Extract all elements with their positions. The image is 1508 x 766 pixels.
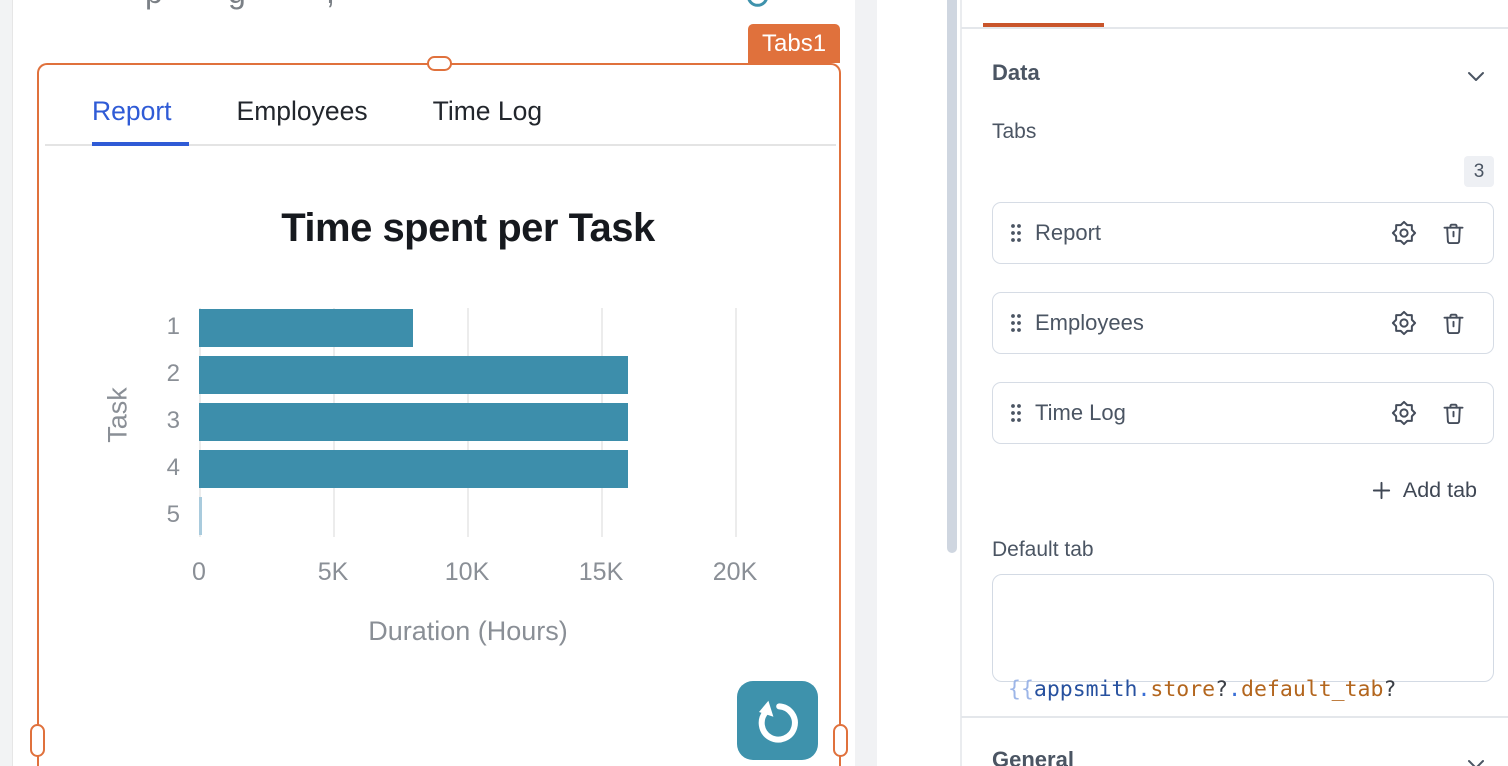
clipped-glyph: ,: [326, 0, 335, 10]
code-token: appsmith: [1033, 677, 1138, 702]
widget-tab-employees[interactable]: Employees: [236, 96, 368, 126]
clipped-glyph: p: [145, 0, 163, 10]
y-tick-label: 3: [166, 407, 180, 434]
bar-task-2: [199, 356, 628, 394]
y-tick-label: 5: [166, 501, 180, 528]
code-token: ?: [1215, 677, 1229, 702]
gear-icon[interactable]: [1390, 399, 1418, 427]
y-tick-label: 2: [166, 360, 180, 387]
refresh-icon: [754, 697, 802, 745]
chart-y-axis-labels: 1 2 3 4 5: [138, 308, 180, 537]
canvas-left-gutter: [0, 0, 13, 766]
trash-icon[interactable]: [1440, 310, 1467, 337]
x-tick-label: 15K: [578, 558, 624, 586]
tab-item-label: Report: [1035, 220, 1102, 245]
trash-icon[interactable]: [1440, 220, 1467, 247]
tab-item-label: Time Log: [1035, 400, 1126, 425]
refresh-button[interactable]: [737, 681, 818, 760]
chart-plot-area: [199, 308, 737, 537]
trash-icon[interactable]: [1440, 400, 1467, 427]
bar-task-3: [199, 403, 628, 441]
code-token: ?: [1383, 677, 1397, 702]
bar-task-4: [199, 450, 628, 488]
canvas-right-gutter: [855, 0, 877, 766]
code-line: {{appsmith.store?.default_tab?: [1008, 669, 1478, 711]
drag-handle-icon[interactable]: [1009, 312, 1023, 334]
tabs-widget-tabbar: Report Employees Time Log: [39, 96, 542, 127]
x-tick-label: 20K: [712, 558, 758, 586]
drag-handle-icon[interactable]: [1009, 222, 1023, 244]
tab-list-item[interactable]: Time Log: [992, 382, 1494, 444]
code-token: default_tab: [1241, 677, 1384, 702]
plus-icon: [1370, 479, 1393, 502]
chart-y-axis-title: Task: [102, 387, 133, 443]
clipped-widget-above: p g ,: [135, 0, 365, 10]
tab-list-item[interactable]: Employees: [992, 292, 1494, 354]
widget-tab-report[interactable]: Report: [92, 96, 172, 126]
chart-x-axis-title: Duration (Hours): [368, 616, 568, 646]
gear-icon[interactable]: [1390, 219, 1418, 247]
y-tick-label: 1: [166, 313, 180, 340]
resize-handle-left[interactable]: [30, 724, 45, 757]
code-token: {{: [1008, 677, 1034, 702]
widget-name-badge[interactable]: Tabs1: [748, 24, 841, 63]
tab-list-item[interactable]: Report: [992, 202, 1494, 264]
clipped-glyph: g: [228, 0, 246, 10]
chevron-down-icon[interactable]: [1464, 64, 1488, 88]
code-token: store: [1150, 677, 1216, 702]
default-tab-code-input[interactable]: {{appsmith.store?.default_tab? .slice(-1…: [992, 574, 1494, 702]
bar-task-5: [199, 497, 202, 535]
active-tab-underline: [92, 142, 189, 146]
add-tab-button[interactable]: Add tab: [1370, 478, 1477, 503]
section-header-general[interactable]: General: [992, 747, 1074, 766]
x-tick-label: 5K: [317, 558, 349, 586]
gridline: [735, 308, 737, 537]
resize-handle-top[interactable]: [427, 56, 452, 71]
resize-handle-right[interactable]: [833, 724, 848, 757]
y-tick-label: 4: [166, 454, 180, 481]
property-pane-border: [960, 0, 962, 766]
tab-item-label: Employees: [1035, 310, 1144, 335]
x-tick-label: 10K: [444, 558, 490, 586]
tabs-field-label: Tabs: [992, 120, 1037, 143]
drag-handle-icon[interactable]: [1009, 402, 1023, 424]
pane-active-tab-underline: [983, 23, 1104, 28]
chart-x-axis-ticks: 0 5K 10K 15K 20K: [192, 558, 757, 586]
gear-icon[interactable]: [1390, 309, 1418, 337]
code-token: .: [1137, 677, 1151, 702]
tabbar-separator: [45, 144, 836, 146]
chevron-down-icon[interactable]: [1464, 752, 1488, 766]
clipped-refresh-icon: ↺: [743, 0, 777, 13]
pane-top-border: [961, 27, 1508, 29]
section-header-data[interactable]: Data: [992, 60, 1040, 85]
tab-count-badge: 3: [1464, 156, 1494, 187]
bar-task-1: [199, 309, 414, 347]
vertical-scrollbar[interactable]: [947, 0, 957, 553]
add-tab-label: Add tab: [1402, 478, 1477, 502]
widget-tab-time-log[interactable]: Time Log: [432, 96, 543, 126]
chart-title: Time spent per Task: [281, 206, 655, 250]
tab-items-list: Report: [992, 202, 1494, 472]
code-token: .: [1228, 677, 1242, 702]
x-tick-label: 0: [192, 558, 206, 586]
section-divider: [961, 716, 1508, 718]
default-tab-field-label: Default tab: [992, 538, 1094, 561]
